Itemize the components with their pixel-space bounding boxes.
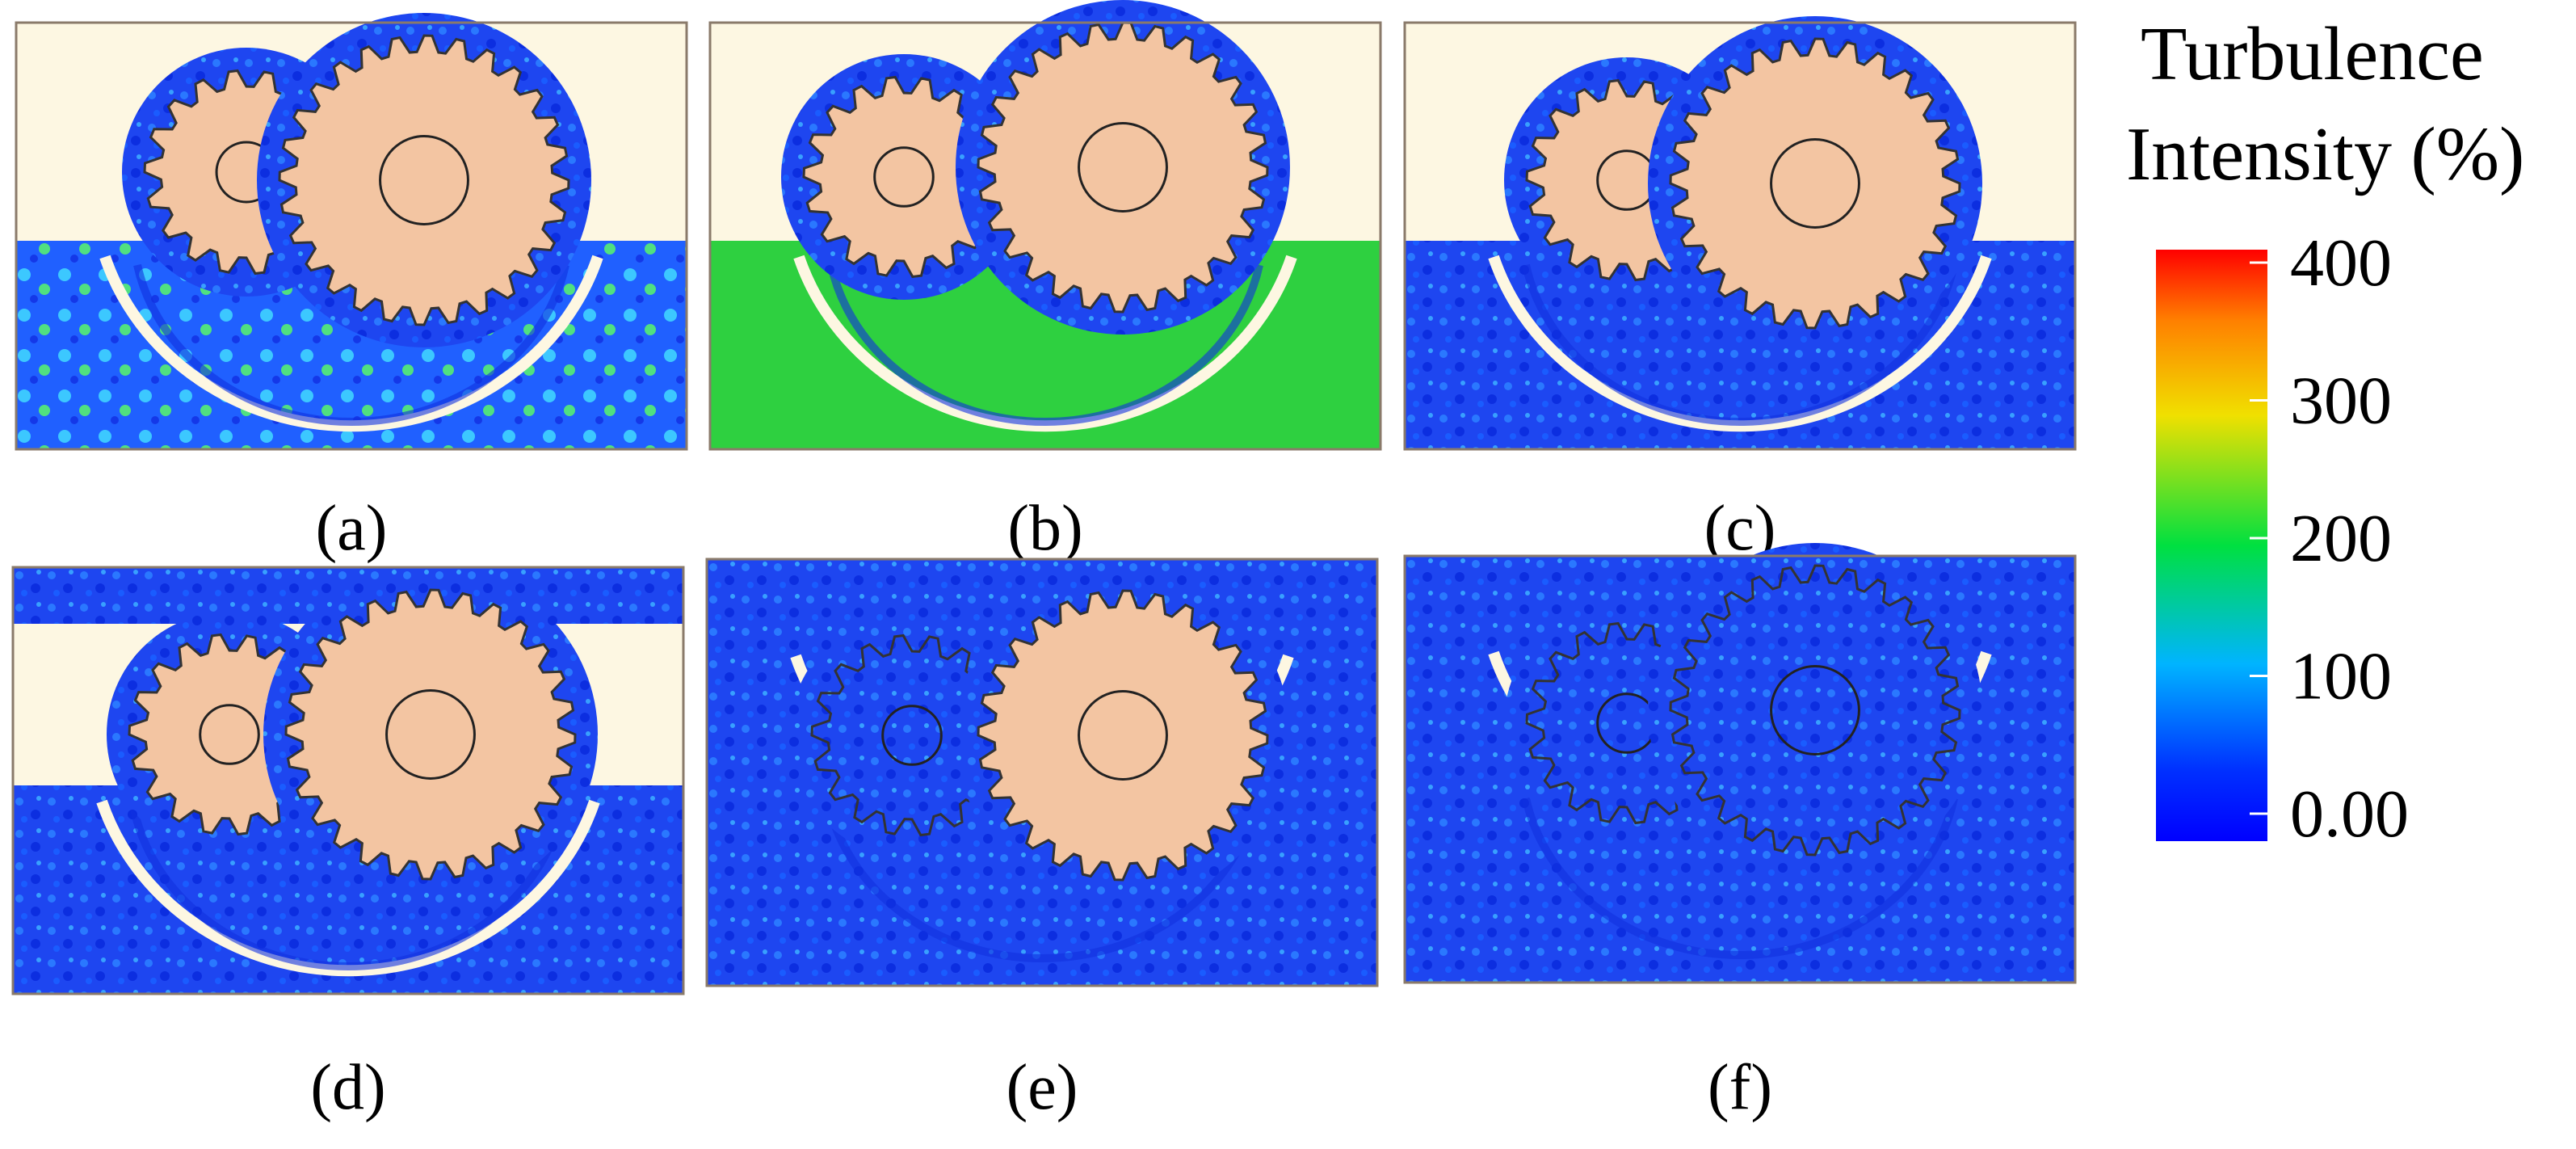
panel-label: (d) xyxy=(310,1052,385,1123)
gear-shaft xyxy=(385,689,476,780)
panel-frame xyxy=(1403,554,2077,984)
gear-shaft xyxy=(873,146,935,208)
casing-arc xyxy=(96,799,600,977)
colorbar-title: Turbulence xyxy=(2141,12,2484,96)
gear-shaft xyxy=(1770,138,1860,229)
casing-arc-inner xyxy=(130,808,566,970)
panel xyxy=(11,566,685,995)
gear xyxy=(977,589,1269,882)
gear-shaft xyxy=(881,705,943,766)
panel-frame xyxy=(708,21,1382,451)
colorbar-tick-label: 200 xyxy=(2290,501,2392,576)
gear xyxy=(810,633,1014,837)
gear xyxy=(977,21,1269,314)
casing-arc-inner xyxy=(133,263,569,426)
panel xyxy=(15,13,688,451)
panel xyxy=(708,0,1382,451)
casing-arc-inner xyxy=(1522,263,1958,426)
gear-shaft xyxy=(199,704,260,765)
colorbar-tick-label: 0.00 xyxy=(2290,777,2409,852)
panel-frame xyxy=(1403,21,2077,451)
casing-arc-inner xyxy=(827,263,1263,426)
panel-frame xyxy=(15,21,688,451)
gear xyxy=(802,75,1006,279)
colorbar-tick-label: 100 xyxy=(2290,639,2392,714)
gear xyxy=(1669,37,1961,330)
panel xyxy=(1403,16,2077,451)
panel-label: (f) xyxy=(1708,1052,1772,1123)
panel xyxy=(705,558,1379,987)
gear-shaft xyxy=(1078,122,1168,213)
casing-arc-inner xyxy=(1522,797,1958,959)
colorbar-title: Intensity (%) xyxy=(2126,112,2524,196)
casing-arc-inner xyxy=(824,800,1260,962)
gear-shaft xyxy=(379,135,469,225)
colorbar xyxy=(2156,250,2267,841)
colorbar-tick-label: 300 xyxy=(2290,364,2392,439)
panel-label: (e) xyxy=(1006,1052,1078,1123)
gear-shaft xyxy=(1078,690,1168,781)
panel-frame xyxy=(705,558,1379,987)
casing-arc xyxy=(99,255,603,432)
gear xyxy=(1669,564,1961,856)
panel-label: (b) xyxy=(1007,493,1082,564)
gear xyxy=(278,34,570,326)
panel-label: (a) xyxy=(316,493,388,564)
casing-arc xyxy=(1488,255,1992,432)
gear xyxy=(284,588,577,881)
casing-arc xyxy=(793,255,1297,432)
panel-frame xyxy=(11,566,685,995)
gear-shaft xyxy=(1770,665,1860,755)
panel xyxy=(1403,543,2077,984)
colorbar-tick-label: 400 xyxy=(2290,225,2392,301)
